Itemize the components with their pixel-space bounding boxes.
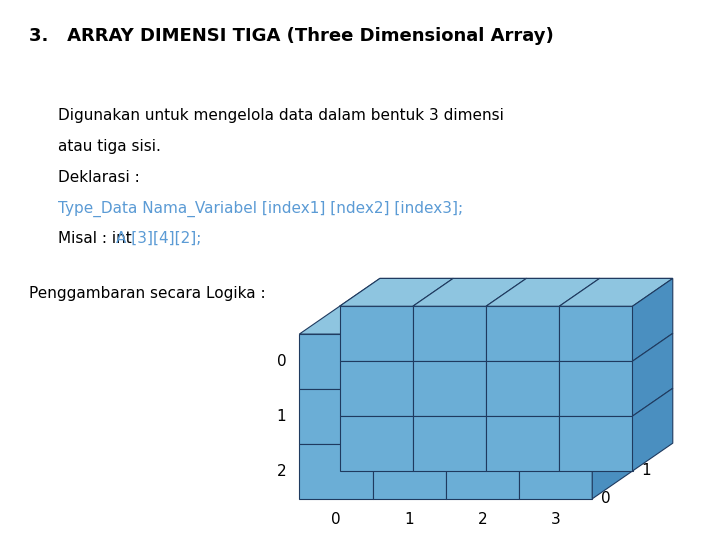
Text: 0: 0 — [601, 491, 611, 507]
Polygon shape — [559, 306, 632, 361]
Polygon shape — [593, 416, 632, 499]
Polygon shape — [372, 306, 486, 334]
Text: 2: 2 — [477, 512, 487, 527]
Text: 3: 3 — [551, 512, 560, 527]
Polygon shape — [300, 334, 372, 389]
Polygon shape — [486, 279, 600, 306]
Polygon shape — [340, 279, 453, 306]
Polygon shape — [632, 388, 672, 471]
Text: 0: 0 — [276, 354, 286, 369]
Polygon shape — [632, 279, 672, 361]
Polygon shape — [519, 389, 593, 444]
Polygon shape — [340, 361, 413, 416]
Polygon shape — [559, 416, 632, 471]
Text: Misal : int: Misal : int — [58, 231, 136, 246]
Polygon shape — [372, 334, 446, 389]
Text: 3.   ARRAY DIMENSI TIGA (Three Dimensional Array): 3. ARRAY DIMENSI TIGA (Three Dimensional… — [29, 27, 554, 45]
Polygon shape — [340, 306, 413, 361]
Text: 1: 1 — [642, 463, 651, 478]
Text: 1: 1 — [276, 409, 286, 424]
Text: 2: 2 — [276, 464, 286, 479]
Polygon shape — [340, 416, 413, 471]
Polygon shape — [519, 444, 593, 499]
Polygon shape — [413, 416, 486, 471]
Polygon shape — [446, 306, 559, 334]
Text: 1: 1 — [405, 512, 414, 527]
Polygon shape — [372, 389, 446, 444]
Polygon shape — [413, 279, 526, 306]
Polygon shape — [340, 279, 453, 306]
Polygon shape — [413, 361, 486, 416]
Polygon shape — [300, 444, 372, 499]
Polygon shape — [519, 306, 632, 334]
Polygon shape — [413, 306, 486, 361]
Polygon shape — [372, 444, 446, 499]
Polygon shape — [486, 279, 600, 306]
Polygon shape — [486, 416, 559, 471]
Text: Penggambaran secara Logika :: Penggambaran secara Logika : — [29, 286, 266, 301]
Polygon shape — [446, 444, 519, 499]
Polygon shape — [593, 306, 632, 389]
Polygon shape — [446, 389, 519, 444]
Polygon shape — [559, 279, 672, 306]
Text: Digunakan untuk mengelola data dalam bentuk 3 dimensi: Digunakan untuk mengelola data dalam ben… — [58, 108, 503, 123]
Polygon shape — [559, 279, 672, 306]
Polygon shape — [632, 333, 672, 416]
Text: Type_Data Nama_Variabel [index1] [ndex2] [index3];: Type_Data Nama_Variabel [index1] [ndex2]… — [58, 200, 463, 217]
Text: atau tiga sisi.: atau tiga sisi. — [58, 139, 161, 154]
Text: A [3][4][2];: A [3][4][2]; — [117, 231, 202, 246]
Polygon shape — [519, 334, 593, 389]
Polygon shape — [486, 306, 559, 361]
Text: 0: 0 — [331, 512, 341, 527]
Polygon shape — [446, 334, 519, 389]
Polygon shape — [559, 361, 632, 416]
Polygon shape — [593, 361, 632, 444]
Polygon shape — [413, 279, 526, 306]
Polygon shape — [300, 306, 413, 334]
Polygon shape — [486, 361, 559, 416]
Text: Deklarasi :: Deklarasi : — [58, 170, 140, 185]
Polygon shape — [300, 389, 372, 444]
